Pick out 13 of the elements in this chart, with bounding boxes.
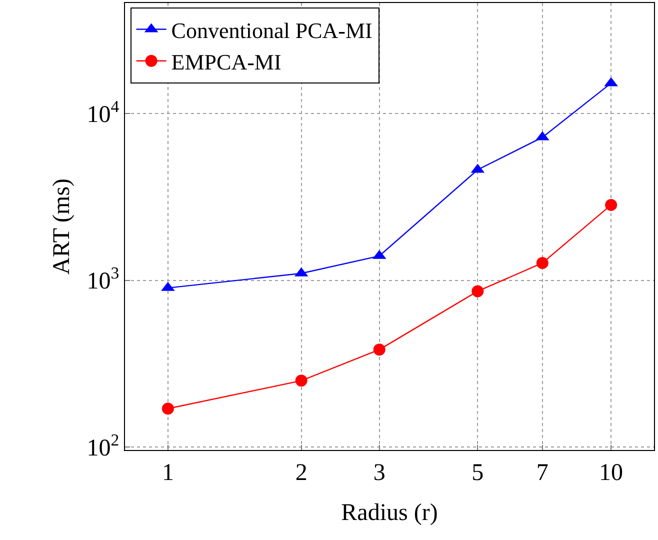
x-tick-label: 2 xyxy=(295,460,308,486)
y-tick-label: 10$^{2}$ xyxy=(86,430,120,462)
y-tick-label: 10$^{4}$ xyxy=(86,96,120,128)
x-axis-title: Radius (r) xyxy=(341,500,438,526)
legend-label: EMPCA-MI xyxy=(171,49,282,74)
x-tick-label: 10 xyxy=(599,460,624,486)
x-tick-label: 3 xyxy=(373,460,386,486)
legend-label: Conventional PCA-MI xyxy=(171,18,372,43)
x-tick-label: 7 xyxy=(536,460,548,486)
y-axis-title: ART (ms) xyxy=(48,178,75,275)
y-tick-label: 10$^{3}$ xyxy=(86,264,120,295)
x-tick-label: 1 xyxy=(162,460,174,486)
x-tick-label: 5 xyxy=(472,460,484,486)
